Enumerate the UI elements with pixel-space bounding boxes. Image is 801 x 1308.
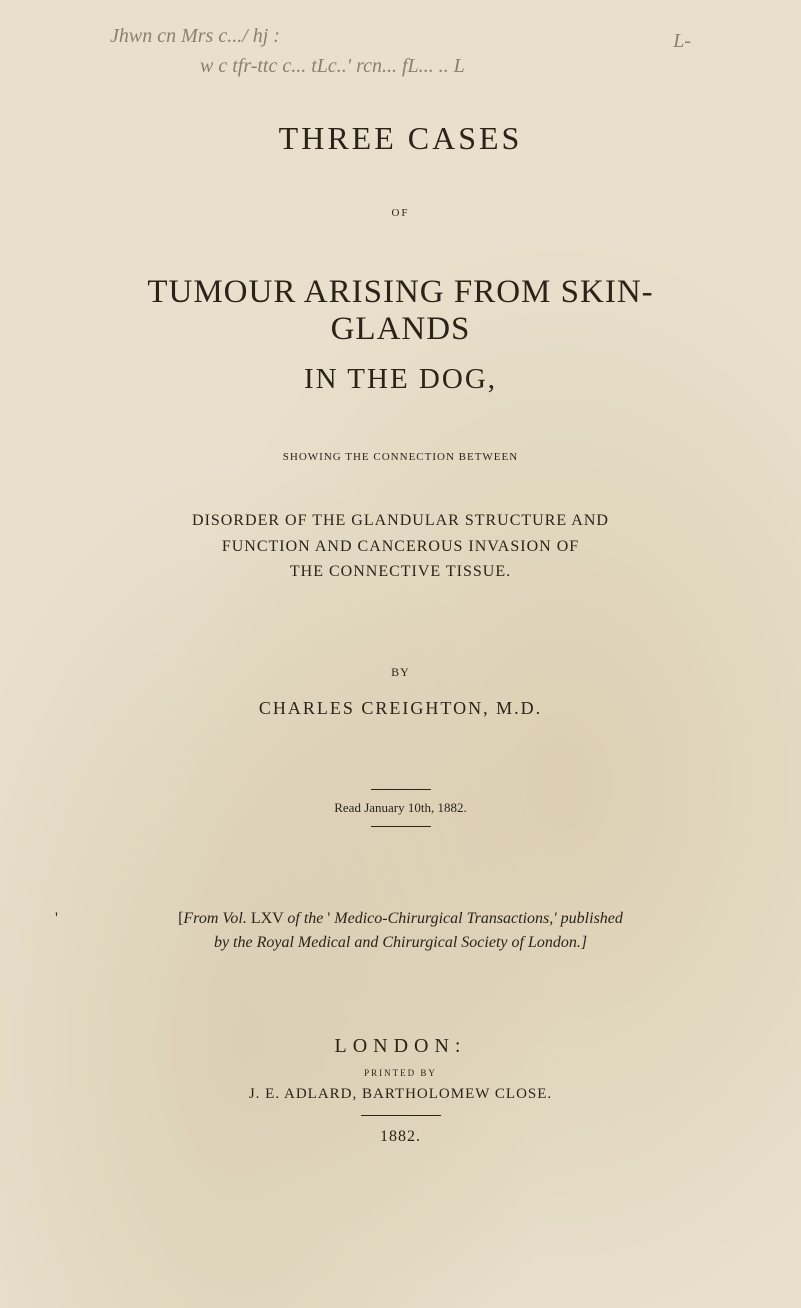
- divider-rule-2: [371, 826, 431, 827]
- tick-mark: ': [55, 907, 58, 931]
- handwriting-line-1: Jhwn cn Mrs c.../ hj :: [110, 25, 280, 48]
- printed-by-label: PRINTED BY: [80, 1068, 721, 1078]
- subtitle: IN THE DOG,: [80, 363, 721, 396]
- main-title: THREE CASES: [80, 120, 721, 157]
- handwriting-right: L-: [673, 30, 691, 53]
- publisher-name: J. E. ADLARD, BARTHOLOMEW CLOSE.: [80, 1086, 721, 1103]
- title-page: Jhwn cn Mrs c.../ hj : w c tfr-ttc c... …: [0, 0, 801, 1186]
- handwritten-annotations: Jhwn cn Mrs c.../ hj : w c tfr-ttc c... …: [80, 20, 721, 110]
- citation-line-2: by the Royal Medical and Chirurgical Soc…: [214, 934, 587, 951]
- divider-rule-3: [361, 1115, 441, 1116]
- tumour-title: TUMOUR ARISING FROM SKIN-GLANDS: [80, 274, 721, 348]
- handwriting-line-2: w c tfr-ttc c... tLc..' rcn... fL... .. …: [200, 55, 465, 78]
- disorder-line-1: DISORDER OF THE GLANDULAR STRUCTURE AND: [80, 508, 721, 534]
- showing-text: SHOWING THE CONNECTION BETWEEN: [80, 451, 721, 463]
- disorder-line-2: FUNCTION AND CANCEROUS INVASION OF: [80, 534, 721, 560]
- citation-title-1: Medico-Chirurgical Transactions,' publis…: [334, 910, 623, 927]
- disorder-line-3: THE CONNECTIVE TISSUE.: [80, 559, 721, 585]
- city-label: LONDON:: [80, 1035, 721, 1058]
- read-date: Read January 10th, 1882.: [80, 800, 721, 816]
- source-citation: ' [From Vol. LXV of the ' Medico-Chirurg…: [80, 907, 721, 955]
- author-name: CHARLES CREIGHTON, M.D.: [80, 698, 721, 719]
- publication-year: 1882.: [80, 1128, 721, 1146]
- disorder-description: DISORDER OF THE GLANDULAR STRUCTURE AND …: [80, 508, 721, 585]
- by-label: BY: [80, 665, 721, 680]
- citation-prefix: [From Vol. LXV of the ': [178, 910, 334, 927]
- of-label: OF: [80, 207, 721, 219]
- divider-rule-1: [371, 789, 431, 790]
